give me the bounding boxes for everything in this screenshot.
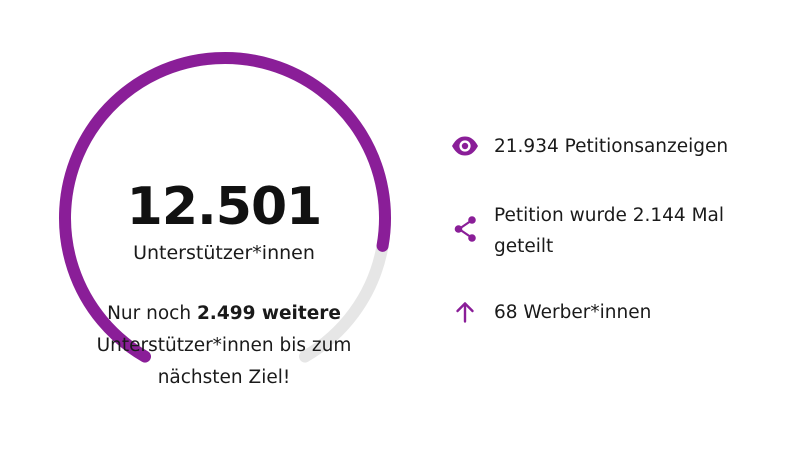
goal-message-suffix: Unterstützer*innen bis zum nächsten Ziel… bbox=[96, 335, 352, 388]
progress-gauge: 12.501 Unterstützer*innen Nur noch 2.499… bbox=[59, 51, 391, 394]
share-icon bbox=[450, 214, 480, 244]
eye-icon bbox=[450, 131, 480, 161]
arrow-up-icon bbox=[450, 297, 480, 327]
stat-recruiters: 68 Werber*innen bbox=[450, 297, 774, 328]
supporter-count-label: Unterstützer*innen bbox=[133, 242, 315, 264]
stat-recruiters-text: 68 Werber*innen bbox=[494, 302, 652, 323]
supporter-count: 12.501 bbox=[126, 177, 323, 237]
progress-gauge-svg bbox=[59, 51, 391, 363]
stat-views-text: 21.934 Petitionsanzeigen bbox=[494, 136, 729, 157]
stat-views: 21.934 Petitionsanzeigen bbox=[450, 131, 774, 162]
stat-shares-text: Petition wurde 2.144 Mal geteilt bbox=[494, 205, 725, 257]
goal-message-prefix: Nur noch bbox=[107, 303, 197, 324]
stat-shares: Petition wurde 2.144 Mal geteilt bbox=[450, 200, 774, 262]
gauge-fill bbox=[59, 52, 391, 363]
goal-message-remaining: 2.499 weitere bbox=[196, 303, 341, 324]
goal-message: Nur noch 2.499 weitere Unterstützer*inne… bbox=[64, 298, 384, 394]
